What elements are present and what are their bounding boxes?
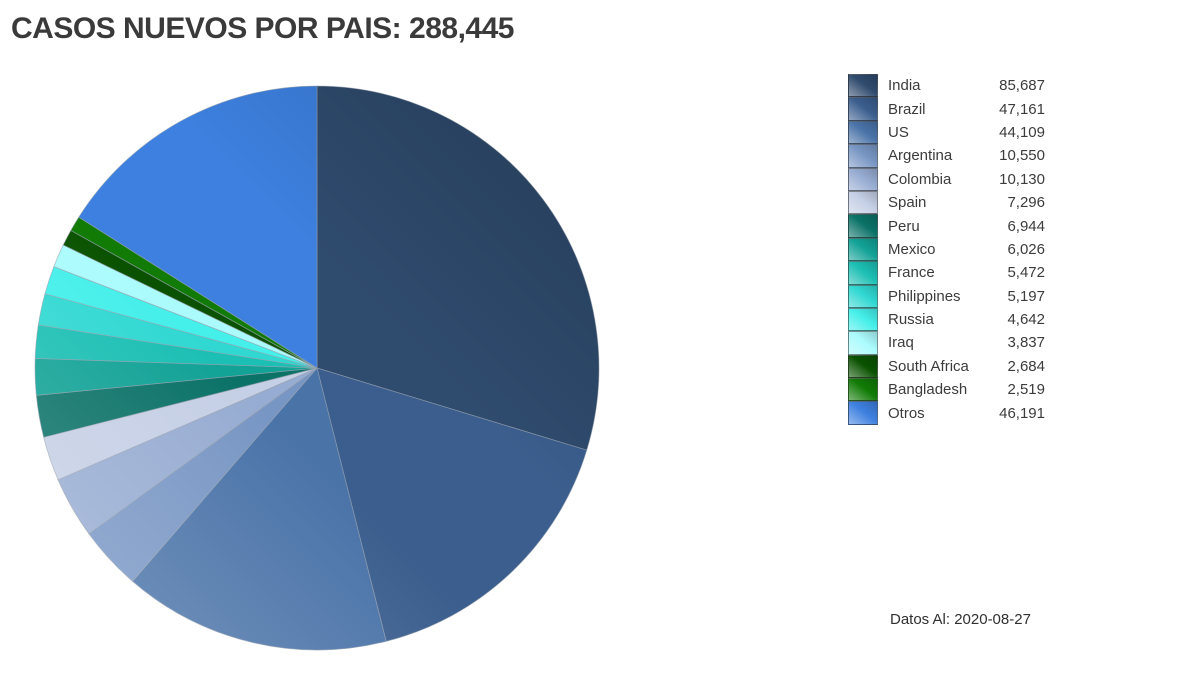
chart-title: CASOS NUEVOS POR PAIS: 288,445 [11, 12, 514, 45]
legend-item-spain[interactable]: Spain 7,296 [848, 190, 1045, 215]
legend-value: 3,837 [1007, 334, 1045, 352]
legend-value: 47,161 [999, 100, 1045, 118]
legend-label: Peru [888, 217, 920, 235]
legend-item-mexico[interactable]: Mexico 6,026 [848, 237, 1045, 262]
legend-swatch [848, 307, 878, 332]
legend-value: 46,191 [999, 404, 1045, 422]
legend-swatch [848, 378, 878, 402]
legend-label: Mexico [888, 240, 936, 258]
legend-label: Argentina [888, 147, 953, 165]
legend-swatch [848, 284, 878, 308]
legend-item-brazil[interactable]: Brazil 47,161 [848, 97, 1045, 121]
legend-label: Bangladesh [888, 381, 968, 399]
legend-value: 2,684 [1007, 357, 1045, 375]
legend-value: 5,472 [1007, 264, 1045, 282]
legend-swatch [848, 120, 878, 145]
legend-label: Philippines [888, 287, 961, 305]
legend-label: Spain [888, 194, 927, 212]
legend-label: France [888, 264, 935, 282]
legend-item-otros[interactable]: Otros 46,191 [848, 401, 1045, 425]
legend-swatch [848, 97, 878, 121]
legend-label: Otros [888, 404, 925, 422]
legend-item-france[interactable]: France 5,472 [848, 261, 1045, 285]
legend-item-iraq[interactable]: Iraq 3,837 [848, 331, 1045, 355]
legend-value: 2,519 [1007, 381, 1045, 399]
legend-item-philippines[interactable]: Philippines 5,197 [848, 284, 1045, 308]
legend-label: Brazil [888, 100, 926, 118]
legend-label: US [888, 123, 909, 141]
legend-item-colombia[interactable]: Colombia 10,130 [848, 167, 1045, 191]
legend-item-peru[interactable]: Peru 6,944 [848, 214, 1045, 238]
legend-swatch [848, 401, 878, 425]
legend-value: 10,130 [999, 170, 1045, 188]
legend-value: 5,197 [1007, 287, 1045, 305]
legend-item-india[interactable]: India 85,687 [848, 74, 1045, 98]
date-note: Datos Al: 2020-08-27 [890, 611, 1031, 628]
legend-swatch [848, 74, 878, 98]
legend-swatch [848, 237, 878, 262]
legend-value: 85,687 [999, 77, 1045, 95]
legend-value: 44,109 [999, 123, 1045, 141]
legend-label: Russia [888, 311, 934, 329]
legend-swatch [848, 167, 878, 191]
legend-swatch [848, 214, 878, 238]
legend-item-south-africa[interactable]: South Africa 2,684 [848, 354, 1045, 379]
legend-swatch [848, 354, 878, 379]
legend-swatch [848, 331, 878, 355]
legend-value: 7,296 [1007, 194, 1045, 212]
legend-swatch [848, 144, 878, 168]
legend-value: 10,550 [999, 147, 1045, 165]
legend-label: Colombia [888, 170, 952, 188]
legend-label: Iraq [888, 334, 914, 352]
legend-item-us[interactable]: US 44,109 [848, 120, 1045, 145]
legend-swatch [848, 190, 878, 215]
legend-label: South Africa [888, 357, 969, 375]
legend-value: 4,642 [1007, 311, 1045, 329]
legend-item-russia[interactable]: Russia 4,642 [848, 307, 1045, 332]
legend: India 85,687 Brazil 47,161 US 44,109 Arg… [848, 74, 1045, 425]
legend-value: 6,944 [1007, 217, 1045, 235]
legend-label: India [888, 77, 921, 95]
legend-item-bangladesh[interactable]: Bangladesh 2,519 [848, 378, 1045, 402]
legend-item-argentina[interactable]: Argentina 10,550 [848, 144, 1045, 168]
legend-value: 6,026 [1007, 240, 1045, 258]
legend-swatch [848, 261, 878, 285]
